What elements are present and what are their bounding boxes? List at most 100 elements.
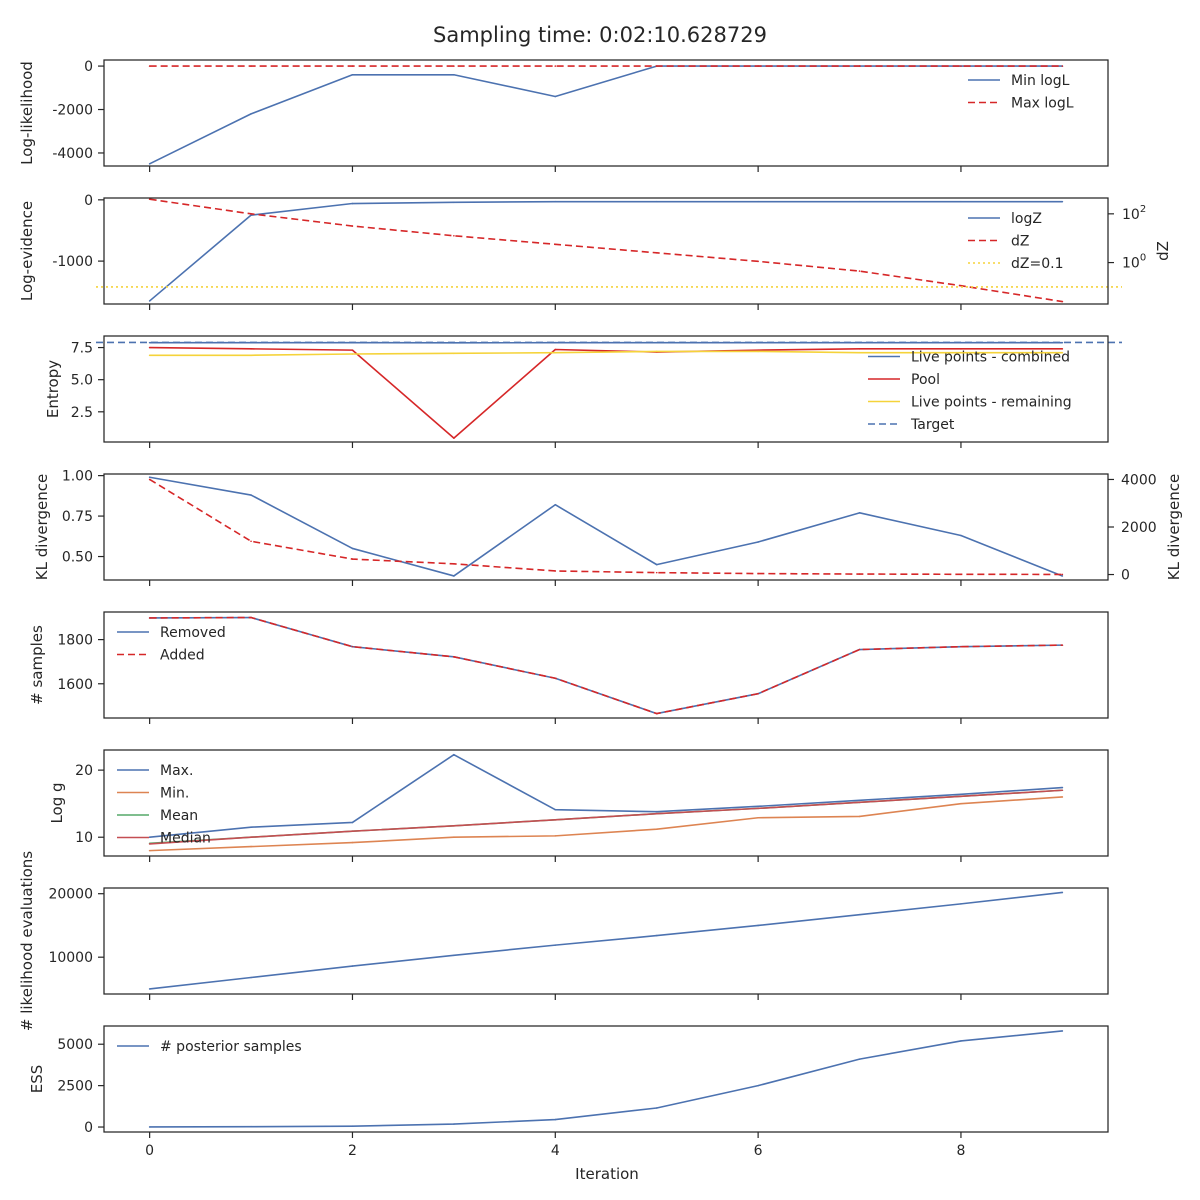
- series-logz-point: [757, 200, 759, 203]
- series-live-points-remaining-point: [655, 350, 658, 353]
- x-tick-label: 4: [551, 1143, 560, 1159]
- series--posterior-samples-point: [1061, 1030, 1064, 1032]
- series--posterior-samples-point: [757, 1084, 759, 1087]
- series-max--line: [149, 753, 1063, 839]
- x-tick-label: 6: [754, 1143, 763, 1159]
- series-pool-point: [453, 437, 455, 439]
- axes-frame: [103, 887, 1109, 995]
- series-1-line: [149, 476, 1063, 577]
- series-2-point: [757, 572, 759, 575]
- series-median-line: [149, 789, 1063, 845]
- legend-label: Live points - combined: [911, 350, 1070, 366]
- y-tick-label: 5000: [57, 1037, 93, 1053]
- legend: Min logL Max logL: [968, 73, 1074, 112]
- right-y-tick-label: 0: [1121, 568, 1130, 584]
- legend: Max. Min. Mean Median: [117, 763, 211, 847]
- series-min--point: [554, 835, 557, 837]
- y-tick-label: -4000: [52, 146, 93, 162]
- series-pool-point: [757, 349, 759, 351]
- series-dz-point: [960, 284, 962, 287]
- series-max--point: [453, 753, 455, 756]
- series-min-logl-point: [453, 73, 455, 76]
- series-2-line: [149, 478, 1063, 576]
- series-dz-point: [148, 198, 151, 201]
- legend-label: Max.: [160, 763, 193, 779]
- series--posterior-samples-point: [250, 1125, 252, 1128]
- series-max-logl-point: [351, 65, 354, 67]
- series--posterior-samples-line: [149, 1030, 1063, 1128]
- series-pool-point: [351, 349, 354, 351]
- series-max-logl-point: [858, 65, 861, 67]
- series-1-point: [858, 512, 861, 514]
- series-1-point: [250, 494, 252, 496]
- series-min--point: [453, 836, 455, 839]
- series-logz-point: [554, 200, 557, 203]
- panel-2: -1000 0 102 100 Log-evidence dZ logZ dZ dZ=0.1: [18, 193, 1172, 310]
- y-tick-label: 0: [84, 59, 93, 75]
- series-1-point: [960, 534, 962, 537]
- right-y-tick-label: 2000: [1121, 520, 1157, 536]
- series-logz-point: [351, 202, 354, 205]
- series-min-logl-point: [351, 73, 354, 76]
- legend: Removed Added: [117, 625, 226, 664]
- legend: # posterior samples: [117, 1039, 302, 1055]
- y-tick-label: 0: [84, 1120, 93, 1136]
- axes-frame: [103, 335, 1109, 443]
- series-added-line: [149, 616, 1063, 715]
- legend: logZ dZ dZ=0.1: [968, 211, 1063, 272]
- series-min--point: [757, 816, 759, 819]
- y-tick-label: 1800: [57, 633, 93, 649]
- series-added-point: [453, 656, 455, 658]
- series-pool-point: [554, 348, 557, 351]
- legend-label: Median: [160, 831, 211, 847]
- legend-label: dZ: [1011, 234, 1029, 250]
- series--posterior-samples-point: [554, 1118, 557, 1121]
- series-added-point: [554, 677, 557, 680]
- series-max-logl-point: [655, 65, 658, 67]
- series-max--point: [757, 805, 759, 808]
- series-1-point: [250, 976, 252, 979]
- legend-label: Min logL: [1011, 73, 1070, 89]
- series-live-points-combined-point: [1061, 341, 1064, 344]
- series-2-point: [148, 478, 151, 481]
- series-dz-line: [149, 198, 1063, 303]
- legend-label: Live points - remaining: [911, 395, 1072, 411]
- series-1-point: [858, 913, 861, 916]
- series-median-point: [250, 836, 252, 839]
- legend-label: Pool: [911, 372, 940, 388]
- series-added-point: [655, 712, 658, 715]
- series-max--point: [351, 821, 354, 824]
- series-added-point: [757, 692, 759, 695]
- series-max-logl-point: [1061, 65, 1064, 67]
- series-median-point: [757, 807, 759, 810]
- series-1-point: [1061, 575, 1064, 577]
- series-2-point: [960, 573, 962, 576]
- series-live-points-remaining-point: [250, 354, 252, 357]
- right-y-tick-label: 4000: [1121, 472, 1157, 488]
- series-live-points-remaining-point: [554, 351, 557, 354]
- y-tick-label: 5.0: [71, 373, 93, 389]
- series-1-point: [453, 575, 455, 577]
- series-min--point: [148, 849, 151, 852]
- y-tick-label: 20: [75, 763, 93, 779]
- legend-label: Added: [160, 648, 205, 664]
- series-max--point: [250, 826, 252, 828]
- series-min--point: [960, 802, 962, 805]
- series-live-points-remaining-point: [858, 351, 861, 354]
- series-1-point: [757, 541, 759, 543]
- x-tick-label: 8: [956, 1143, 965, 1159]
- series-removed-line: [149, 616, 1063, 715]
- y-axis-label: # samples: [28, 625, 46, 705]
- series-live-points-remaining-line: [149, 350, 1063, 357]
- legend-label: logZ: [1011, 211, 1042, 227]
- y-tick-label: 0: [84, 193, 93, 209]
- series-logz-line: [149, 200, 1063, 302]
- series-min-logl-point: [148, 163, 151, 165]
- panel-5: 1600 1800 # samples Removed Added: [28, 611, 1109, 724]
- legend-label: Removed: [160, 625, 226, 641]
- series-1-point: [554, 503, 557, 506]
- series-1-point: [655, 563, 658, 566]
- series-median-point: [1061, 789, 1064, 792]
- y-axis-label: Log-evidence: [18, 201, 36, 301]
- series-1-point: [554, 944, 557, 946]
